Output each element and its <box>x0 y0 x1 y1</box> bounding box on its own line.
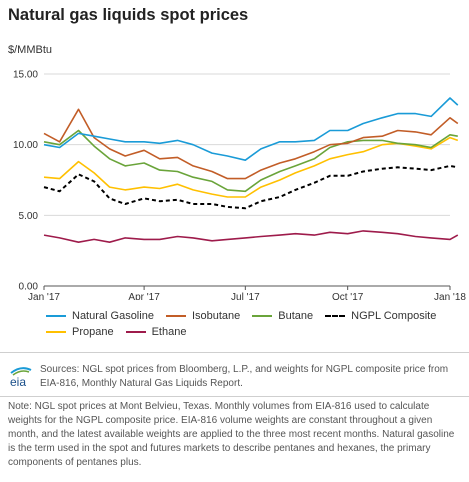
series-line-natural-gasoline <box>43 97 459 161</box>
note-text: Note: NGL spot prices at Mont Belvieu, T… <box>8 401 455 468</box>
legend-label: Isobutane <box>191 310 241 322</box>
legend-swatch <box>46 315 66 317</box>
y-tick-label: 5.00 <box>19 211 39 222</box>
legend-swatch <box>125 331 146 333</box>
legend-label: Ethane <box>151 326 187 338</box>
svg-text:eia: eia <box>10 375 26 389</box>
y-tick-label: 10.00 <box>13 140 38 151</box>
legend-item-isobutane: Isobutane <box>165 310 241 322</box>
series-line-isobutane <box>43 108 459 180</box>
legend-row-1: Natural Gasoline Isobutane Butane NGPL C… <box>46 308 456 324</box>
x-tick-label: Apr '17 <box>128 292 160 300</box>
legend-swatch <box>165 315 186 317</box>
x-tick-label: Jan '18 <box>434 292 466 300</box>
sources-text: Sources: NGL spot prices from Bloomberg,… <box>40 364 449 389</box>
legend-item-butane: Butane <box>252 310 313 322</box>
x-tick-label: Jul '17 <box>231 292 260 300</box>
legend-row-2: Propane Ethane <box>46 324 456 340</box>
legend-swatch <box>252 315 273 317</box>
series-line-butane <box>43 129 458 193</box>
legend-label: Natural Gasoline <box>72 310 154 322</box>
legend: Natural Gasoline Isobutane Butane NGPL C… <box>46 308 456 340</box>
legend-label: Propane <box>72 326 114 338</box>
y-tick-label: 0.00 <box>19 282 39 293</box>
chart-title: Natural gas liquids spot prices <box>8 6 249 24</box>
divider <box>0 396 469 397</box>
eia-logo: eia <box>10 367 32 389</box>
y-tick-label: 15.00 <box>13 70 38 81</box>
legend-item-ngpl-composite: NGPL Composite <box>325 310 436 322</box>
x-tick-label: Oct '17 <box>332 292 364 300</box>
x-tick-label: Jan '17 <box>28 292 60 300</box>
legend-item-ethane: Ethane <box>125 326 187 338</box>
legend-label: Butane <box>278 310 314 322</box>
divider <box>0 352 469 353</box>
legend-item-propane: Propane <box>46 326 114 338</box>
legend-swatch <box>325 315 346 317</box>
series-line-ethane <box>43 230 459 243</box>
legend-item-natural-gasoline: Natural Gasoline <box>46 310 154 322</box>
series-line-ngpl-composite <box>43 164 458 210</box>
legend-swatch <box>46 331 66 333</box>
y-axis-label: $/MMBtu <box>8 44 53 56</box>
legend-label: NGPL Composite <box>351 310 437 322</box>
